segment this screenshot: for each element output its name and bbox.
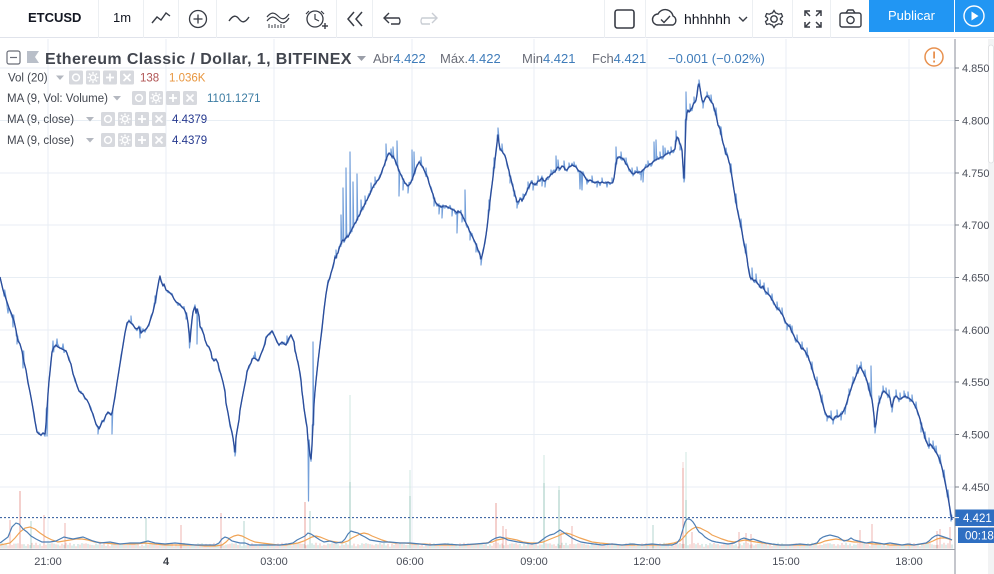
svg-text:4.800: 4.800 — [962, 116, 990, 128]
svg-text:−0.001 (−0.02%): −0.001 (−0.02%) — [668, 51, 765, 66]
svg-text:Min4.421: Min4.421 — [522, 51, 576, 66]
svg-text:15:00: 15:00 — [772, 556, 800, 568]
svg-text:4.450: 4.450 — [962, 482, 990, 494]
svg-text:MA (9, Vol: Volume): MA (9, Vol: Volume) — [7, 93, 108, 105]
svg-text:03:00: 03:00 — [260, 556, 288, 568]
svg-text:00:18: 00:18 — [965, 531, 994, 543]
svg-text:09:00: 09:00 — [520, 556, 548, 568]
svg-text:4.600: 4.600 — [962, 325, 990, 337]
svg-text:4.421: 4.421 — [963, 513, 992, 525]
svg-text:4.700: 4.700 — [962, 220, 990, 232]
svg-text:18:00: 18:00 — [895, 556, 923, 568]
svg-text:12:00: 12:00 — [633, 556, 661, 568]
svg-text:138: 138 — [140, 73, 159, 85]
svg-text:4: 4 — [163, 556, 170, 568]
svg-text:Fch4.421: Fch4.421 — [592, 51, 646, 66]
svg-text:Ethereum Classic / Dollar, 1,: Ethereum Classic / Dollar, 1, BITFINEX — [45, 51, 352, 68]
svg-text:MA (9, close): MA (9, close) — [7, 135, 74, 147]
svg-text:4.850: 4.850 — [962, 63, 990, 75]
svg-text:4.4379: 4.4379 — [172, 114, 207, 126]
svg-text:Vol (20): Vol (20) — [8, 73, 48, 85]
svg-text:Abr4.422: Abr4.422 — [373, 51, 426, 66]
svg-text:MA (9, close): MA (9, close) — [7, 114, 74, 126]
svg-text:4.550: 4.550 — [962, 377, 990, 389]
svg-text:Máx.4.422: Máx.4.422 — [440, 51, 501, 66]
svg-text:4.500: 4.500 — [962, 430, 990, 442]
svg-text:4.650: 4.650 — [962, 273, 990, 285]
svg-text:21:00: 21:00 — [34, 556, 62, 568]
svg-text:4.750: 4.750 — [962, 168, 990, 180]
svg-text:1.036K: 1.036K — [169, 73, 206, 85]
svg-text:4.4379: 4.4379 — [172, 135, 207, 147]
svg-text:1101.1271: 1101.1271 — [207, 93, 261, 105]
svg-text:06:00: 06:00 — [396, 556, 424, 568]
